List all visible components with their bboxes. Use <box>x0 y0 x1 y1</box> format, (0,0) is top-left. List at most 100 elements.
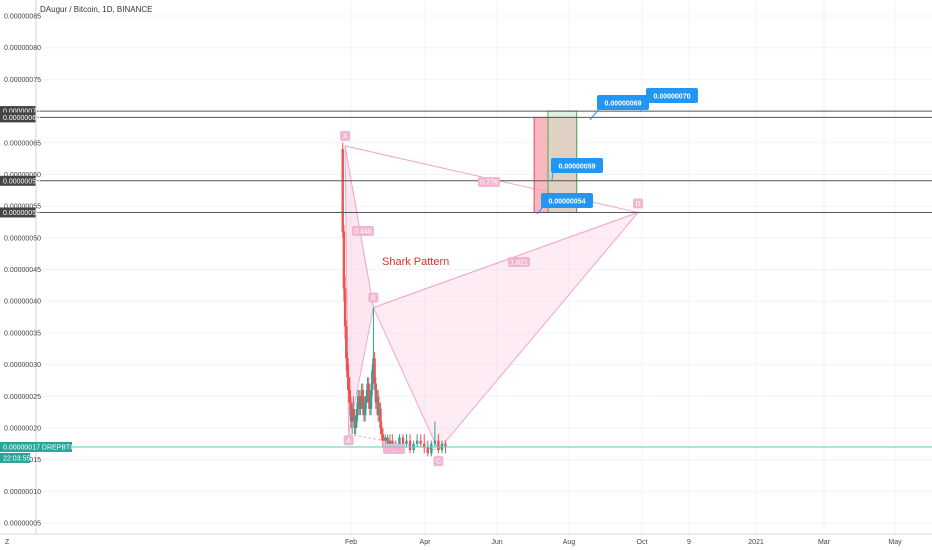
price-tick-label: 0.00000005 <box>4 521 41 528</box>
level-tag-label: 0.00000054 <box>3 210 40 217</box>
callout-pointer <box>639 101 649 113</box>
current-price-tag-bg <box>0 441 72 452</box>
callout-label: 0.00000070 <box>654 94 691 101</box>
candle-body <box>433 440 437 444</box>
callout-label: 0.00000069 <box>605 101 642 108</box>
price-tick-label: 0.00000065 <box>4 140 41 147</box>
candle-body <box>444 443 447 447</box>
price-tick-label: 0.00000010 <box>4 489 41 496</box>
price-tick-label: 0.00000050 <box>4 235 41 242</box>
pattern-point-label: C <box>436 459 441 466</box>
candle-body <box>419 440 422 444</box>
pattern-point-label: B <box>371 295 376 302</box>
time-tick-label: Aug <box>563 539 576 546</box>
pattern-point-label: D <box>636 201 641 208</box>
pattern-point-label: A <box>346 438 351 445</box>
pattern-ratio-badge <box>352 226 374 236</box>
candle-body <box>367 383 370 403</box>
candle-body <box>346 358 349 378</box>
candle-body <box>391 440 394 444</box>
price-tick-label: 0.00000040 <box>4 299 41 306</box>
candle-body <box>342 231 346 289</box>
pattern-point-badge <box>340 130 351 141</box>
pattern-ratio-label: 1.621 <box>510 260 528 267</box>
time-tick-label: 9 <box>687 539 691 546</box>
pattern-point-label: X <box>343 133 348 140</box>
candle-body <box>341 149 344 232</box>
chart-title: DAugur / Bitcoin, 1D, BINANCE <box>40 5 152 14</box>
countdown-tag-label: 22:03:55 <box>3 455 30 462</box>
price-tick-label: 0.00000030 <box>4 362 41 369</box>
candle-body <box>345 326 348 359</box>
price-tick-label: 0.00000080 <box>4 45 41 52</box>
pattern-point-badge <box>368 292 379 303</box>
candle-body <box>359 402 362 409</box>
level-tag-label: 0.00000070 <box>3 109 40 116</box>
time-tick-label: Oct <box>637 539 648 546</box>
candle-body <box>379 408 382 428</box>
pattern-point-badge <box>633 198 644 209</box>
level-tag-bg <box>0 207 36 218</box>
candle-body <box>415 440 419 444</box>
candle-body <box>388 440 392 444</box>
callout-bg <box>646 88 698 103</box>
pattern-ratio-label: 0.776 <box>480 180 498 187</box>
countdown-tag-bg <box>0 452 30 463</box>
candle-body <box>374 383 378 403</box>
candle-body <box>381 434 385 441</box>
timezone-button[interactable]: Z <box>5 539 10 546</box>
callout-pointer <box>589 108 600 121</box>
time-tick-label: Feb <box>345 539 357 546</box>
price-tick-label: 0.00000035 <box>4 330 41 337</box>
grid <box>36 0 932 534</box>
candle-body <box>365 396 368 403</box>
price-tick-label: 0.00000085 <box>4 14 41 21</box>
candle-body <box>343 288 347 327</box>
candles <box>341 142 447 457</box>
candle-body <box>430 443 433 454</box>
candle-body <box>408 440 412 451</box>
callout-pointer <box>536 206 544 215</box>
candle-body <box>348 389 352 403</box>
price-callouts[interactable]: 0.00000069 0.00000070 0.00000059 0.00000054 <box>536 88 698 215</box>
candle-body <box>355 408 359 422</box>
level-tag-label: 0.00000069 <box>3 115 40 122</box>
pattern-point-badge <box>433 456 444 467</box>
price-tick-label: 0.00000060 <box>4 172 41 179</box>
candle-body <box>352 408 355 416</box>
time-tick-label: Jun <box>491 539 502 546</box>
candle-body <box>423 443 426 447</box>
callout-bg <box>551 158 603 173</box>
pattern-ratio-label: 0.446 <box>354 229 372 236</box>
time-tick-label: Apr <box>420 539 432 546</box>
price-tick-label: 0.00000075 <box>4 77 41 84</box>
candle-body <box>426 446 429 454</box>
callout-label: 0.00000059 <box>559 164 596 171</box>
callout-bg <box>541 193 593 208</box>
candle-body <box>386 437 389 444</box>
callout-bg <box>597 95 649 110</box>
candle-body <box>405 440 408 444</box>
price-tick-label: 0.00000045 <box>4 267 41 274</box>
pattern-point-badge <box>343 435 354 446</box>
time-tick-label: May <box>888 539 902 546</box>
current-price-marker: 0.00000017 DREPBTC 22:03:55 <box>0 441 932 463</box>
candle-body <box>376 396 380 416</box>
pattern-name: Shark Pattern <box>382 256 449 268</box>
price-tick-label: 0.00000020 <box>4 425 41 432</box>
time-tick-label: Mar <box>818 539 831 546</box>
level-tag-bg <box>0 112 36 123</box>
time-axis[interactable]: Feb Apr Jun Aug Oct 9 2021 Mar May <box>345 539 902 546</box>
level-tag-bg <box>0 106 36 117</box>
time-tick-label: 2021 <box>748 539 764 546</box>
price-tick-label: 0.00000055 <box>4 204 41 211</box>
candle-body <box>347 377 350 390</box>
level-tag-label: 0.00000059 <box>3 178 40 185</box>
callout-pointer <box>551 171 554 181</box>
pattern-ratio-badge <box>508 257 530 267</box>
current-price-tag-label: 0.00000017 DREPBTC <box>3 444 75 451</box>
pattern-labels: X A B C D 0.446 0.776 1.621... <box>340 130 644 467</box>
